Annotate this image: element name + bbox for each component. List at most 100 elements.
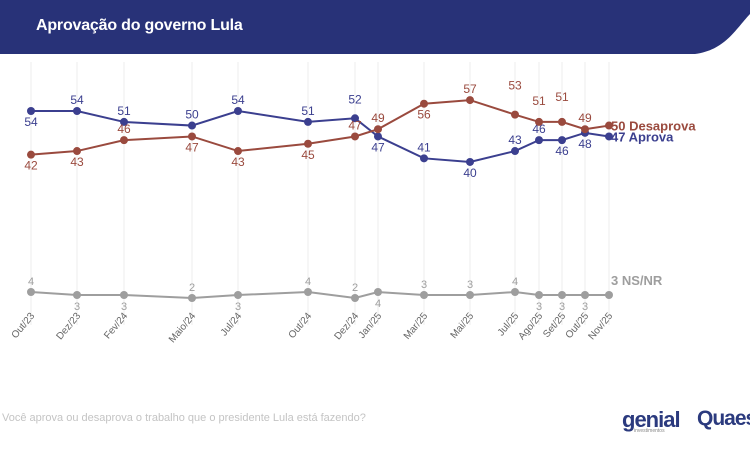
data-label: 47 xyxy=(185,140,199,154)
x-tick-label: Dez/23 xyxy=(55,311,84,343)
data-label: 4 xyxy=(375,298,381,310)
x-tick-label: Mar/25 xyxy=(402,311,431,342)
data-label: 51 xyxy=(555,90,569,104)
data-point xyxy=(511,110,519,119)
series-end-label: 50 Desaprova xyxy=(611,119,696,134)
data-label: 54 xyxy=(70,93,84,107)
data-label: 43 xyxy=(231,155,245,169)
x-tick-label: Nov/25 xyxy=(587,311,616,343)
data-point xyxy=(188,294,196,302)
data-point xyxy=(27,150,35,159)
data-label: 54 xyxy=(231,93,245,107)
series-line-aprova xyxy=(31,109,610,163)
x-tick-label: Fev/24 xyxy=(102,311,130,342)
data-point xyxy=(581,291,589,299)
data-point xyxy=(466,157,474,166)
data-point xyxy=(234,147,242,156)
data-label: 41 xyxy=(417,140,431,154)
data-label: 46 xyxy=(532,122,546,136)
data-point xyxy=(466,96,474,105)
data-point xyxy=(120,117,128,126)
page-title: Aprovação do governo Lula xyxy=(36,17,243,34)
data-label: 2 xyxy=(352,282,358,294)
data-point xyxy=(27,288,35,296)
data-point xyxy=(605,291,613,299)
data-point xyxy=(120,291,128,299)
data-point xyxy=(374,288,382,296)
header-bar xyxy=(0,0,750,54)
data-label: 4 xyxy=(28,276,34,288)
data-label: 51 xyxy=(117,104,131,118)
data-label: 52 xyxy=(348,92,362,106)
data-point xyxy=(558,136,566,145)
data-label: 3 xyxy=(467,279,473,291)
x-tick-label: Jan/25 xyxy=(357,311,385,341)
data-point xyxy=(374,125,382,134)
data-point xyxy=(535,117,543,126)
data-label: 51 xyxy=(532,94,546,108)
data-label: 43 xyxy=(70,155,84,169)
data-label: 42 xyxy=(24,159,38,173)
data-point xyxy=(73,107,81,115)
data-label: 3 xyxy=(536,301,542,313)
series-end-label: 3 NS/NR xyxy=(611,273,663,288)
quaest-logo: Quaes xyxy=(697,407,750,430)
data-point xyxy=(535,291,543,299)
x-tick-label: Jul/24 xyxy=(219,311,245,339)
line-chart: Out/23 Dez/23 Fev/24 Maio/24 Jul/24 Out/24 Dez… xyxy=(10,62,696,346)
x-tick-label: Out/23 xyxy=(10,311,38,341)
data-point xyxy=(558,117,566,126)
data-point xyxy=(511,147,519,156)
data-label: 51 xyxy=(301,104,315,118)
data-point xyxy=(188,121,196,130)
data-point xyxy=(73,147,81,156)
data-label: 54 xyxy=(24,115,38,129)
data-point xyxy=(466,291,474,299)
data-point xyxy=(351,132,359,141)
series-end-label: 47 Aprova xyxy=(611,129,674,144)
data-point xyxy=(304,288,312,296)
data-point xyxy=(581,125,589,134)
x-tick-label: Maio/24 xyxy=(167,311,199,346)
data-label: 3 xyxy=(582,301,588,313)
data-label: 49 xyxy=(371,111,385,125)
data-point xyxy=(511,288,519,296)
data-point xyxy=(605,121,613,130)
data-point xyxy=(605,132,613,141)
data-label: 40 xyxy=(463,166,477,180)
data-label: 3 xyxy=(421,279,427,291)
x-tick-label: Mai/25 xyxy=(449,311,477,341)
data-point xyxy=(234,291,242,299)
data-label: 56 xyxy=(417,108,431,122)
data-point xyxy=(73,291,81,299)
data-label: 3 xyxy=(235,301,241,313)
data-label: 57 xyxy=(463,82,477,96)
data-point xyxy=(420,99,428,108)
series-line-nsnr xyxy=(30,290,609,300)
x-tick-label: Ago/25 xyxy=(516,311,545,343)
data-label: 43 xyxy=(508,133,522,147)
survey-question: Você aprova ou desaprova o trabalho que … xyxy=(2,412,366,424)
data-point xyxy=(374,132,382,141)
data-label: 45 xyxy=(301,148,315,162)
data-label: 3 xyxy=(121,301,127,313)
data-label: 2 xyxy=(189,282,195,294)
data-point xyxy=(420,154,428,163)
data-point xyxy=(27,107,35,115)
data-label: 47 xyxy=(348,118,362,132)
data-label: 3 xyxy=(559,301,565,313)
data-point xyxy=(188,132,196,141)
data-label: 46 xyxy=(117,122,131,136)
data-label: 4 xyxy=(305,276,311,288)
data-label: 49 xyxy=(578,111,592,125)
data-point xyxy=(304,139,312,148)
genial-logo: genial investimentos xyxy=(622,407,681,434)
data-point xyxy=(351,114,359,123)
data-label: 46 xyxy=(555,144,569,158)
data-point xyxy=(120,136,128,145)
data-label: 53 xyxy=(508,79,522,93)
x-tick-label: Out/24 xyxy=(287,311,315,341)
data-label: 48 xyxy=(578,137,592,151)
data-point xyxy=(234,107,242,115)
data-label: 47 xyxy=(371,140,385,154)
